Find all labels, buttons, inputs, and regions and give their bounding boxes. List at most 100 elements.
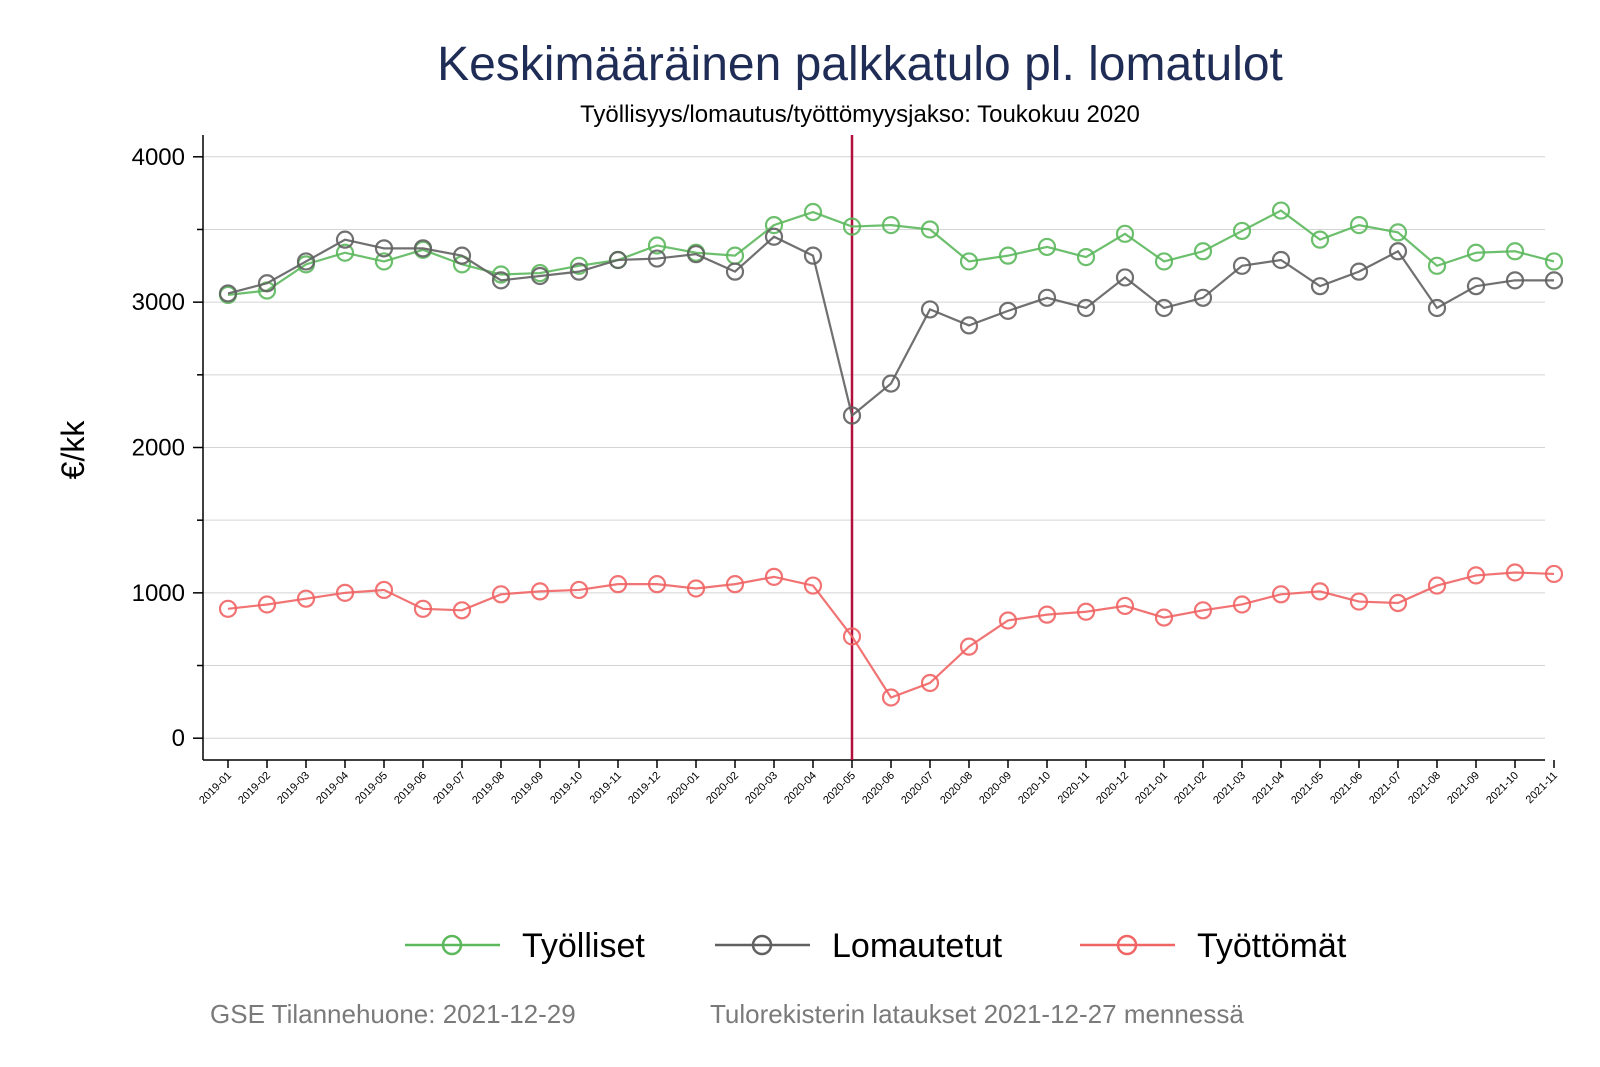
data-point [1427, 298, 1447, 318]
data-point [1427, 576, 1447, 595]
x-tick-label: 2020-06 [860, 770, 897, 807]
data-point [608, 250, 628, 270]
data-point [1115, 596, 1135, 616]
data-point [1466, 243, 1486, 262]
data-point [959, 316, 979, 335]
data-point [569, 256, 589, 275]
data-point [1544, 271, 1564, 290]
data-point [335, 230, 355, 249]
footer-source: GSE Tilannehuone: 2021-12-29 [210, 999, 576, 1029]
data-point [1271, 201, 1291, 220]
data-point [725, 575, 745, 594]
x-tick-label: 2019-03 [275, 770, 312, 807]
legend: Työlliset Lomautetut Työttömät [405, 927, 1347, 965]
x-tick-label: 2021-05 [1289, 770, 1326, 807]
data-point [1310, 230, 1330, 249]
data-point [413, 239, 433, 258]
data-point [842, 217, 862, 236]
data-point [1076, 602, 1096, 621]
x-tick-label: 2019-02 [236, 770, 273, 807]
x-tick-label: 2019-10 [548, 770, 585, 807]
x-tick-label: 2019-12 [626, 770, 663, 807]
data-point [686, 579, 706, 598]
data-point [335, 583, 355, 602]
data-point [335, 243, 355, 262]
series-2 [218, 227, 1564, 425]
data-point [1505, 242, 1525, 261]
data-point [803, 576, 823, 595]
data-point [1154, 298, 1174, 318]
x-tick-label: 2021-09 [1445, 770, 1482, 807]
data-point [920, 220, 940, 239]
series-3 [218, 563, 1564, 707]
data-point [1232, 221, 1252, 241]
y-tick-label: 1000 [132, 580, 185, 607]
data-point [491, 585, 511, 604]
x-tick-label: 2020-03 [743, 770, 780, 807]
data-point [218, 284, 238, 303]
data-point [764, 227, 784, 246]
data-point [1388, 242, 1408, 261]
y-tick-label: 4000 [132, 144, 185, 171]
x-tick-label: 2019-11 [588, 770, 624, 806]
data-point [1271, 250, 1291, 270]
data-point [881, 216, 901, 235]
data-point [1193, 601, 1213, 620]
x-tick-label: 2019-05 [353, 770, 390, 807]
data-point [569, 262, 589, 281]
data-point [920, 300, 940, 319]
data-point [1193, 288, 1213, 307]
data-point [1037, 237, 1057, 257]
data-point [569, 580, 589, 600]
data-point [257, 595, 277, 614]
x-tick-label: 2021-01 [1133, 770, 1170, 807]
data-point [803, 202, 823, 222]
data-point [491, 271, 511, 290]
data-point [764, 567, 784, 586]
x-tick-label: 2021-06 [1328, 770, 1365, 807]
data-point [1232, 595, 1252, 614]
data-point [1427, 256, 1447, 275]
data-point [686, 245, 706, 264]
data-point [374, 252, 394, 271]
data-point [530, 582, 550, 601]
legend-swatch-marker [751, 934, 773, 956]
legend-label: Lomautetut [832, 927, 1003, 965]
data-point [1349, 262, 1369, 281]
y-axis-label: €/kk [55, 420, 91, 480]
x-tick-label: 2019-08 [470, 770, 507, 807]
data-point [1349, 216, 1369, 235]
data-point [647, 249, 667, 268]
x-tick-label: 2020-07 [899, 770, 936, 807]
data-point [1232, 256, 1252, 275]
data-point [959, 637, 979, 656]
legend-swatch-marker [1116, 934, 1138, 956]
data-point [1193, 242, 1213, 261]
series-line [227, 209, 1555, 296]
data-point [1037, 288, 1057, 307]
x-tick-label: 2020-08 [938, 770, 975, 807]
x-tick-label: 2021-08 [1406, 770, 1443, 807]
data-point [1544, 564, 1564, 584]
data-point [725, 262, 745, 281]
x-tick-label: 2020-09 [977, 770, 1014, 807]
y-tick-label: 3000 [132, 289, 185, 316]
data-point [842, 627, 862, 646]
data-point [530, 266, 550, 286]
data-point [1349, 592, 1369, 611]
data-point [1115, 224, 1135, 243]
data-point [608, 575, 628, 594]
data-point [1388, 223, 1408, 242]
data-point [959, 252, 979, 271]
x-tick-label: 2021-07 [1367, 770, 1404, 807]
x-tick-label: 2021-11 [1524, 770, 1560, 806]
footer-note: Tulorekisterin lataukset 2021-12-27 menn… [710, 999, 1244, 1029]
data-point [881, 688, 901, 707]
data-point [452, 246, 472, 265]
x-tick-label: 2020-05 [821, 770, 858, 807]
data-point [1466, 277, 1486, 296]
data-point [920, 673, 940, 693]
x-tick-label: 2019-07 [431, 770, 468, 807]
data-point [842, 406, 862, 425]
